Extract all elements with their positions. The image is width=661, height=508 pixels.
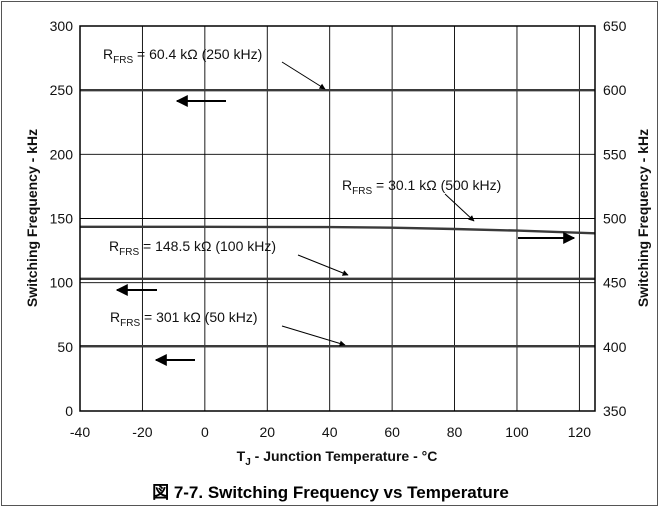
figure-caption: 図 7-7. Switching Frequency vs Temperatur…: [152, 483, 509, 502]
x-tick-label: 40: [322, 424, 338, 440]
series-label-3: RFRS = 148.5 kΩ (100 kHz): [109, 238, 276, 258]
y-left-tick-label: 100: [50, 275, 74, 291]
y-left-tick-label: 200: [50, 146, 74, 162]
series-line-2: [80, 225, 596, 235]
y-right-tick-label: 400: [603, 339, 627, 355]
y-axis-right-title: Switching Frequency - kHz: [635, 129, 651, 307]
y-axis-left-title: Switching Frequency - kHz: [24, 129, 40, 307]
y-right-tick-label: 650: [603, 18, 627, 34]
series-label-4: RFRS = 301 kΩ (50 kHz): [110, 309, 258, 329]
y-left-tick-label: 300: [50, 18, 74, 34]
grid-lines: [79, 25, 595, 412]
x-tick-label: 60: [384, 424, 400, 440]
x-axis-title: TJ - Junction Temperature - °C: [237, 448, 438, 468]
annotations: RFRS = 60.4 kΩ (250 kHz) RFRS = 30.1 kΩ (…: [103, 46, 576, 366]
y-right-tick-label: 450: [603, 275, 627, 291]
leader-arrow-4: [281, 325, 346, 347]
x-tick-label: 80: [447, 424, 463, 440]
y-right-tick-label: 350: [603, 403, 627, 419]
leader-arrow-2: [444, 193, 475, 222]
x-tick-label: -20: [132, 424, 152, 440]
x-tick-label: 20: [259, 424, 275, 440]
y-left-tick-label: 250: [50, 82, 74, 98]
series-label-2: RFRS = 30.1 kΩ (500 kHz): [342, 177, 501, 197]
y-right-tick-label: 550: [603, 146, 627, 162]
x-tick-label: 120: [568, 424, 592, 440]
x-tick-label: 0: [201, 424, 209, 440]
chart-svg: -40 -20 0 20 40 60 80 100 120 0 50 100 150 200 250 300 3…: [24, 18, 651, 468]
plot-area-border: [79, 25, 596, 412]
x-tick-label: 100: [505, 424, 529, 440]
tick-labels: -40 -20 0 20 40 60 80 100 120 0 50 100 150 200 250 300 3…: [50, 18, 627, 440]
series-label-1: RFRS = 60.4 kΩ (250 kHz): [103, 46, 262, 66]
series-lines: [80, 88, 596, 348]
leader-arrow-1: [281, 61, 326, 90]
y-left-tick-label: 150: [50, 211, 74, 227]
x-tick-label: -40: [70, 424, 90, 440]
leader-arrow-3: [297, 254, 349, 276]
y-left-tick-label: 50: [57, 339, 73, 355]
y-left-tick-label: 0: [65, 403, 73, 419]
y-right-tick-label: 600: [603, 82, 627, 98]
y-right-tick-label: 500: [603, 211, 627, 227]
